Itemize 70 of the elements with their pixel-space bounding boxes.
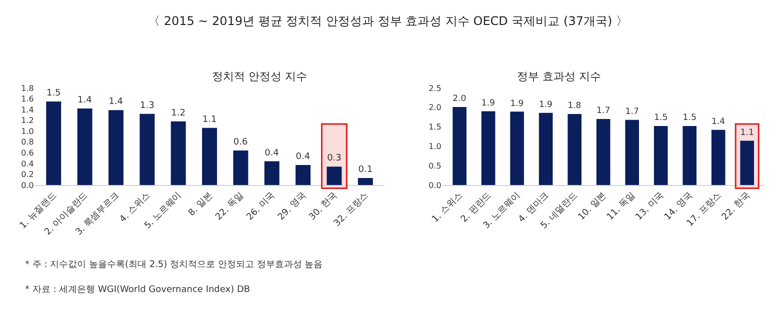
bar [202,128,217,185]
bar [481,111,496,185]
y-tick-label: 1.8 [21,84,34,93]
data-label: 1.5 [46,88,61,98]
bar [654,126,668,185]
bar [264,161,280,185]
bar [233,150,248,185]
data-label: 0.6 [233,138,248,148]
y-tick-label: 1.4 [21,105,34,114]
bar [326,166,342,185]
y-tick-label: 0.0 [21,180,34,190]
bar [740,140,754,185]
y-tick-label: 0.4 [21,159,34,168]
bar [452,107,466,185]
bar [46,101,62,185]
y-tick-label: 1.0 [428,142,442,151]
y-tick-label: 0.5 [428,161,442,170]
x-tick-label: 26. 미국 [245,190,278,222]
data-label: 0.3 [327,154,342,164]
data-label: 1.7 [625,106,639,117]
x-tick-label: 22. 독일 [214,190,246,222]
bar [596,119,610,185]
text: * 주 : 지수값이 높을수록(최대 2.5) 정치적으로 안정되고 정부효과성 높음 [25,260,323,270]
x-tick-label: 29. 영국 [276,190,308,222]
x-tick-label: 22. 한국 [720,190,752,222]
bar [510,112,524,185]
y-tick-label: 0.0 [428,180,442,190]
data-label: 1.9 [510,98,524,109]
y-tick-label: 1.0 [21,126,34,136]
bar [538,112,553,185]
data-label: 1.5 [682,113,696,124]
bar [568,114,582,185]
y-tick-label: 1.6 [21,94,34,104]
data-label: 0.4 [296,152,310,162]
data-label: 1.1 [202,114,217,125]
y-tick-label: 1.5 [428,122,442,132]
data-label: 1.4 [108,97,124,108]
chart-title: 정부 효과성 지수 [517,70,601,83]
x-tick-label: 8. 일본 [186,190,215,218]
y-tick-label: 2.0 [428,103,442,112]
bar [296,165,311,185]
bar [140,114,155,185]
y-tick-label: 0.6 [21,148,34,158]
bar [625,120,639,185]
data-label: 1.8 [568,101,582,112]
bar [108,110,124,185]
data-label: 1.9 [481,98,495,108]
data-label: 1.7 [596,106,610,116]
data-label: 1.3 [140,100,154,111]
bar [358,178,373,185]
y-tick-label: 0.2 [21,170,34,180]
data-label: 1.4 [78,95,92,106]
data-label: 1.2 [171,108,186,118]
data-label: 2.0 [452,94,466,104]
y-tick-label: 0.8 [21,138,34,147]
y-tick-label: 1.2 [21,116,34,126]
data-label: 0.4 [264,148,280,158]
bar [170,121,186,185]
data-label: 1.4 [711,117,726,128]
text: 〈 2015 ~ 2019년 평균 정치적 안정성과 정부 효과성 지수 OECD 국제비교 (37개국) 〉 [148,14,628,28]
bar [77,108,92,185]
text: * 자료 : 세계은행 WGI(World Governance Index) DB [25,285,250,295]
bar [711,130,726,185]
data-label: 1.1 [740,128,754,138]
data-label: 1.9 [538,100,552,110]
y-tick-label: 2.5 [428,84,442,93]
bar [682,126,696,185]
data-label: 0.1 [358,164,373,175]
chart-title: 정치적 안정성 지수 [212,70,307,83]
data-label: 1.5 [654,113,668,124]
